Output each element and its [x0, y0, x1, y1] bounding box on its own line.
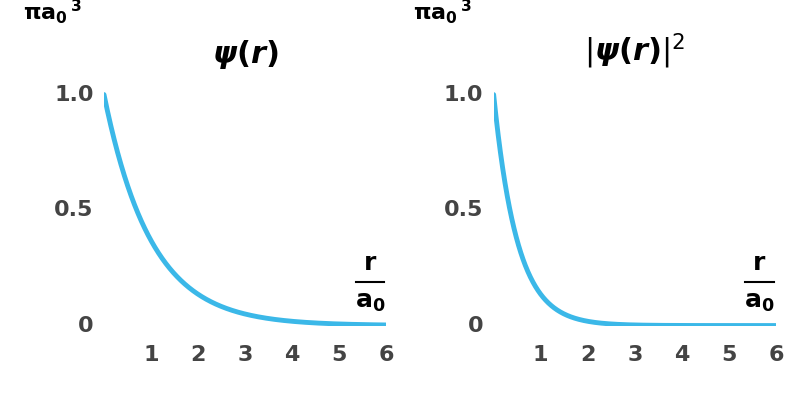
Text: 5: 5 — [722, 345, 737, 365]
Title: $|\boldsymbol{\psi(r)}|^2$: $|\boldsymbol{\psi(r)}|^2$ — [584, 32, 686, 71]
Text: $\mathbf{a_0}$: $\mathbf{a_0}$ — [354, 290, 385, 314]
Text: 2: 2 — [190, 345, 206, 365]
Text: 1.0: 1.0 — [54, 85, 94, 104]
Text: $\mathbf{r}$: $\mathbf{r}$ — [753, 251, 766, 275]
Text: 2: 2 — [580, 345, 595, 365]
Text: 6: 6 — [378, 345, 394, 365]
Title: $\boldsymbol{\psi(r)}$: $\boldsymbol{\psi(r)}$ — [212, 38, 278, 71]
Text: 0: 0 — [78, 316, 94, 335]
Text: 3: 3 — [627, 345, 642, 365]
Text: 1: 1 — [533, 345, 549, 365]
Text: 4: 4 — [674, 345, 690, 365]
Text: $\mathbf{\dfrac{1}{\pi a_0{}^{\,3}}}$: $\mathbf{\dfrac{1}{\pi a_0{}^{\,3}}}$ — [413, 0, 473, 26]
Text: 0.5: 0.5 — [444, 200, 483, 220]
Text: 6: 6 — [768, 345, 784, 365]
Text: $\mathbf{r}$: $\mathbf{r}$ — [362, 251, 377, 275]
Text: $\mathbf{a_0}$: $\mathbf{a_0}$ — [744, 290, 774, 314]
Text: 3: 3 — [238, 345, 253, 365]
Text: 5: 5 — [332, 345, 347, 365]
Text: 1.0: 1.0 — [444, 85, 483, 104]
Text: 1: 1 — [143, 345, 159, 365]
Text: 0.5: 0.5 — [54, 200, 94, 220]
Text: 4: 4 — [285, 345, 300, 365]
Text: $\mathbf{\dfrac{1}{\pi a_0{}^{\,3}}}$: $\mathbf{\dfrac{1}{\pi a_0{}^{\,3}}}$ — [23, 0, 83, 26]
Text: 0: 0 — [468, 316, 483, 335]
